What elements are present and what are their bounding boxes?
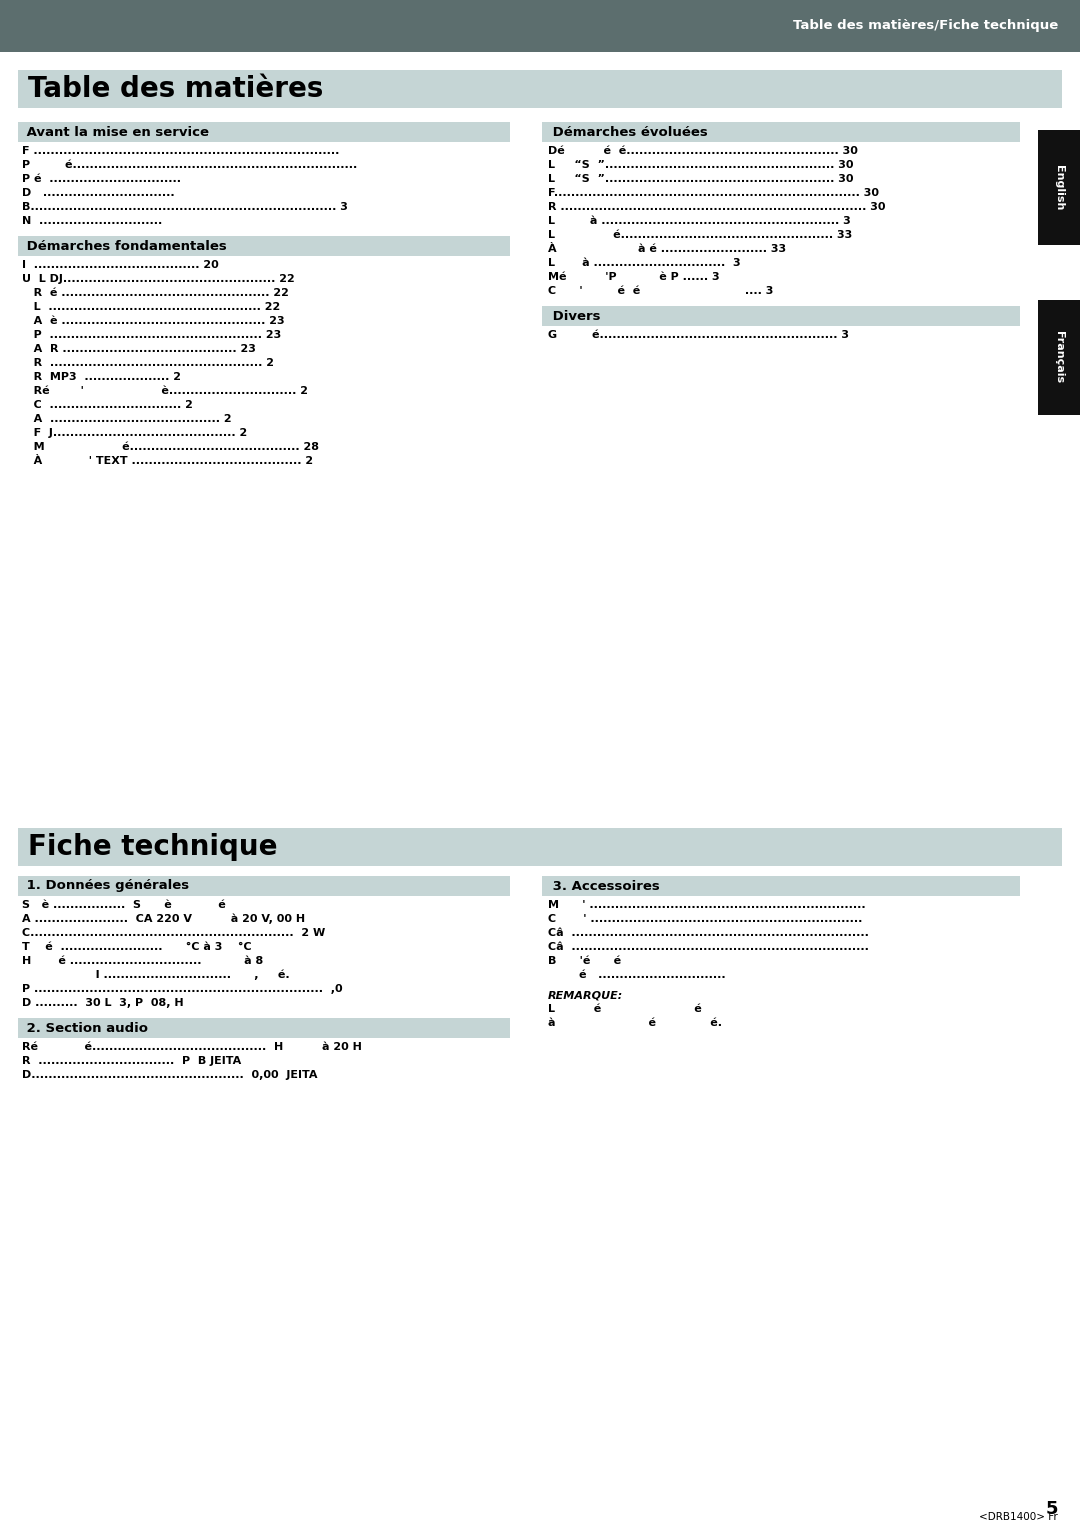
Bar — [18, 1018, 510, 1038]
Text: L     “S  ”...................................................... 30: L “S ”..................................… — [548, 174, 853, 183]
Text: I  ....................................... 20: I ......................................… — [22, 260, 219, 270]
Text: M                    é........................................ 28: M é.....................................… — [22, 442, 319, 452]
Text: Dé          é  é.................................................. 30: Dé é é..................................… — [548, 147, 858, 156]
Text: Table des matières: Table des matières — [28, 75, 323, 102]
Text: A  R ......................................... 23: A R ....................................… — [22, 344, 256, 354]
Text: Câ  ......................................................................: Câ .....................................… — [548, 941, 869, 952]
Bar — [1038, 130, 1080, 244]
Bar — [1038, 299, 1080, 416]
Text: Divers: Divers — [548, 310, 600, 322]
Text: 2. Section audio: 2. Section audio — [22, 1022, 148, 1034]
Text: C      '         é  é                           .... 3: C ' é é .... 3 — [548, 286, 773, 296]
Text: R  ................................  P  B JEITA: R ................................ P B J… — [22, 1056, 241, 1067]
Text: I ..............................      ,     é.: I .............................. , é. — [22, 970, 289, 981]
Text: Démarches évoluées: Démarches évoluées — [548, 125, 707, 139]
Text: à                        é              é.: à é é. — [548, 1018, 723, 1028]
Text: REMARQUE:: REMARQUE: — [548, 990, 623, 999]
Text: A ......................  CA 220 V          à 20 V, 00 H: A ...................... CA 220 V à 20 V… — [22, 914, 306, 924]
Text: R  .................................................. 2: R ......................................… — [22, 358, 274, 368]
Bar — [542, 306, 1020, 325]
Text: T    é  ........................      °C à 3    °C: T é ........................ °C à 3 °C — [22, 941, 252, 952]
Text: B      'é      é: B 'é é — [548, 957, 621, 966]
Text: F ........................................................................: F ......................................… — [22, 147, 339, 156]
Text: F  J........................................... 2: F J.....................................… — [22, 428, 247, 439]
Text: C  ............................... 2: C ............................... 2 — [22, 400, 193, 410]
Text: 1. Données générales: 1. Données générales — [22, 880, 189, 892]
Text: P ....................................................................  ,0: P ......................................… — [22, 984, 342, 995]
Text: P é  ...............................: P é ............................... — [22, 174, 181, 183]
Text: Fiche technique: Fiche technique — [28, 833, 278, 860]
Text: Câ  ......................................................................: Câ .....................................… — [548, 927, 869, 938]
Text: A  è ................................................ 23: A è ....................................… — [22, 316, 285, 325]
Text: N  .............................: N ............................. — [22, 215, 162, 226]
Text: L  .................................................. 22: L ......................................… — [22, 303, 280, 312]
Text: D   ...............................: D ............................... — [22, 188, 175, 199]
Text: R ........................................................................ 30: R ......................................… — [548, 202, 886, 212]
Text: A  ........................................ 2: A ......................................… — [22, 414, 231, 423]
Text: S   è .................  S      è            é: S è ................. S è é — [22, 900, 226, 911]
Text: À            ' TEXT ........................................ 2: À ' TEXT ...............................… — [22, 455, 313, 466]
Bar — [0, 0, 1080, 52]
Text: 5: 5 — [1045, 1500, 1058, 1517]
Bar — [18, 70, 1062, 108]
Text: H       é ...............................           à 8: H é ............................... à 8 — [22, 957, 264, 966]
Text: é   ..............................: é .............................. — [548, 970, 726, 979]
Text: Table des matières/Fiche technique: Table des matières/Fiche technique — [793, 20, 1058, 32]
Text: Mé          'P           è P ...... 3: Mé 'P è P ...... 3 — [548, 272, 719, 283]
Text: English: English — [1054, 165, 1064, 211]
Text: Ré        '                    è.............................. 2: Ré ' è.............................. 2 — [22, 387, 308, 396]
Text: L       à ...............................  3: L à ............................... 3 — [548, 258, 741, 267]
Text: Français: Français — [1054, 332, 1064, 384]
Bar — [18, 828, 1062, 866]
Text: D..................................................  0,00  JEITA: D.......................................… — [22, 1070, 318, 1080]
Bar — [18, 122, 510, 142]
Text: <DRB1400> Fr: <DRB1400> Fr — [980, 1513, 1058, 1522]
Text: M      ' .................................................................: M ' ....................................… — [548, 900, 866, 911]
Bar — [18, 235, 510, 257]
Text: L          é                        é: L é é — [548, 1004, 702, 1015]
Text: Ré            é.........................................  H          à 20 H: Ré é....................................… — [22, 1042, 362, 1051]
Text: U  L DJ.................................................. 22: U L DJ..................................… — [22, 274, 295, 284]
Text: L         à ........................................................ 3: L à ....................................… — [548, 215, 851, 226]
Text: C..............................................................  2 W: C.......................................… — [22, 927, 325, 938]
Text: L               é.................................................. 33: L é.....................................… — [548, 231, 852, 240]
Text: L     “S  ”...................................................... 30: L “S ”..................................… — [548, 160, 853, 170]
Text: G         é........................................................ 3: G é.....................................… — [548, 330, 849, 341]
Text: 3. Accessoires: 3. Accessoires — [548, 880, 660, 892]
Text: À                     à é ......................... 33: À à é ......................... 33 — [548, 244, 786, 254]
Text: P  .................................................. 23: P ......................................… — [22, 330, 281, 341]
Text: C       ' ................................................................: C ' ....................................… — [548, 914, 862, 924]
Text: B........................................................................ 3: B.......................................… — [22, 202, 348, 212]
Bar — [542, 876, 1020, 895]
Text: P         é...................................................................: P é.....................................… — [22, 160, 357, 170]
Text: Avant la mise en service: Avant la mise en service — [22, 125, 210, 139]
Bar — [18, 876, 510, 895]
Text: Démarches fondamentales: Démarches fondamentales — [22, 240, 227, 252]
Text: D ..........  30 L  3, P  08, H: D .......... 30 L 3, P 08, H — [22, 998, 184, 1008]
Text: R  MP3  .................... 2: R MP3 .................... 2 — [22, 371, 181, 382]
Bar — [542, 122, 1020, 142]
Text: R  é ................................................. 22: R é ....................................… — [22, 287, 288, 298]
Text: F........................................................................ 30: F.......................................… — [548, 188, 879, 199]
